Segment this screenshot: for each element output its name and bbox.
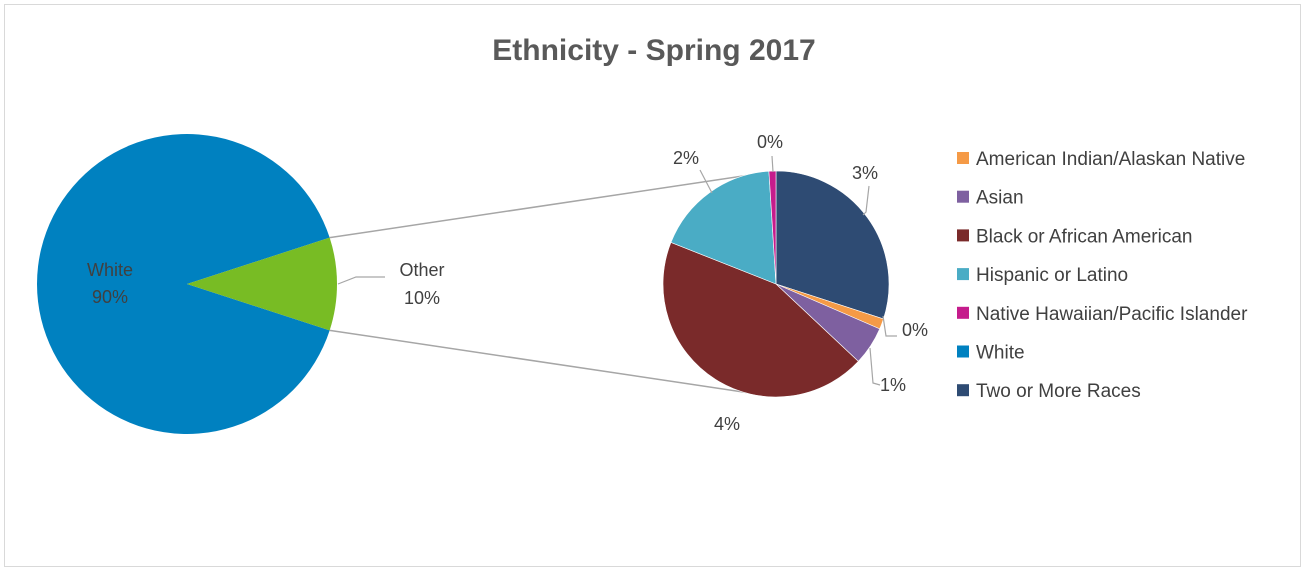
data-label-white: White bbox=[87, 260, 133, 280]
slice-two-or-more-races bbox=[775, 170, 890, 320]
data-label-hispanic-or-latino: 2% bbox=[673, 148, 699, 168]
legend-swatch-white bbox=[957, 345, 969, 358]
primary-labels: White 90% Other 10% bbox=[87, 260, 445, 308]
connector-line-bottom bbox=[329, 329, 771, 397]
slice-hispanic-or-latino bbox=[670, 170, 777, 285]
legend-swatch-two-or-more-races bbox=[957, 384, 969, 397]
legend-swatch-asian bbox=[957, 190, 969, 203]
slice-white bbox=[37, 134, 330, 435]
legend-label-native-hawaiian-pacific-islander: Native Hawaiian/Pacific Islander bbox=[976, 304, 1248, 325]
data-label-native-hawaiian-pacific-islander: 0% bbox=[757, 132, 783, 152]
connector-lines bbox=[329, 171, 771, 397]
leader-line-two-or-more-races bbox=[862, 185, 870, 216]
leader-line-american-indian-alaskan-native bbox=[882, 315, 897, 337]
data-label-american-indian-alaskan-native: 0% bbox=[902, 320, 928, 340]
data-label-black-or-african-american: 4% bbox=[714, 414, 740, 434]
data-label-white-value: 90% bbox=[92, 287, 128, 307]
legend-label-hispanic-or-latino: Hispanic or Latino bbox=[976, 265, 1128, 286]
connector-line-top bbox=[329, 171, 771, 239]
data-label-other-value: 10% bbox=[404, 288, 440, 308]
legend: American Indian/Alaskan Native Asian Black… bbox=[957, 149, 1248, 402]
slice-black-or-african-american bbox=[662, 242, 859, 398]
legend-swatch-hispanic-or-latino bbox=[957, 268, 969, 281]
secondary-labels: 3% 0% 1% 4% 2% 0% bbox=[673, 132, 928, 434]
leader-line-other bbox=[337, 276, 385, 285]
slice-other bbox=[187, 237, 338, 331]
legend-label-american-indian-alaskan-native: American Indian/Alaskan Native bbox=[976, 149, 1245, 170]
legend-label-two-or-more-races: Two or More Races bbox=[976, 381, 1141, 402]
data-label-other: Other bbox=[399, 260, 444, 280]
legend-swatch-native-hawaiian-pacific-islander bbox=[957, 306, 969, 319]
primary-pie bbox=[37, 134, 338, 435]
legend-swatch-american-indian-alaskan-native bbox=[957, 152, 969, 164]
data-label-asian: 1% bbox=[880, 375, 906, 395]
leader-line-native-hawaiian-pacific-islander bbox=[771, 155, 774, 173]
legend-swatch-black-or-african-american bbox=[957, 229, 969, 242]
leader-line-hispanic-or-latino bbox=[699, 169, 713, 194]
chart-title: Ethnicity - Spring 2017 bbox=[492, 34, 815, 67]
legend-label-black-or-african-american: Black or African American bbox=[976, 226, 1192, 247]
legend-label-asian: Asian bbox=[976, 188, 1024, 209]
data-label-two-or-more-races: 3% bbox=[852, 163, 878, 183]
leader-line-asian bbox=[869, 347, 881, 386]
legend-label-white: White bbox=[976, 343, 1025, 364]
secondary-pie bbox=[662, 170, 890, 398]
